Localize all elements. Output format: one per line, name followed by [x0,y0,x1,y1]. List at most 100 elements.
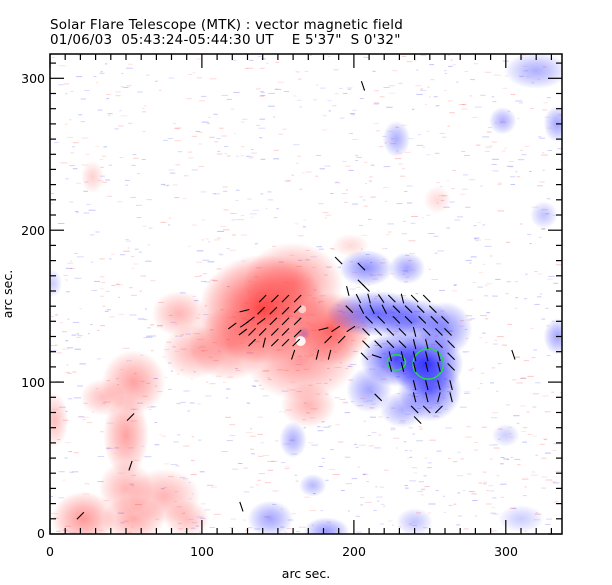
y-tick-label: 300 [21,71,45,86]
field-vector [334,256,343,265]
field-vector [374,340,383,349]
field-vector [270,328,279,336]
y-tick-label: 0 [37,526,45,541]
negative-polarity-region [379,391,426,428]
field-vector [377,294,385,304]
positive-polarity-region [81,161,104,193]
field-vector [425,351,429,362]
field-vector [425,392,429,403]
field-vector [404,305,413,314]
field-vector [386,340,395,349]
negative-polarity-region [279,421,307,458]
field-vector [355,293,362,304]
field-vector [422,328,431,336]
field-vector [281,294,290,303]
field-vector [410,405,419,414]
field-vector [290,349,296,360]
x-axis-title: arc sec. [282,566,330,581]
negative-polarity-regions [50,54,562,534]
field-vector [365,315,373,324]
field-vector [318,327,329,331]
positive-polarity-region [50,392,69,448]
negative-polarity-region [346,366,392,413]
field-vector [258,294,267,303]
negative-polarity-region [492,423,520,447]
field-vector [258,328,267,336]
field-vector [239,321,249,328]
field-vector [269,306,278,315]
y-axis-title: arc sec. [0,270,15,318]
field-vector [412,339,417,350]
negative-polarity-region [396,508,433,534]
field-vector [362,340,370,349]
field-vector [337,335,346,344]
negative-polarity-region [504,54,562,89]
field-vector [435,340,443,349]
field-vector [227,322,237,330]
field-vector [447,340,455,349]
negative-polarity-region [50,269,63,298]
field-vector [374,328,383,336]
field-vector [293,317,302,326]
negative-polarity-region [303,517,350,534]
x-tick-label: 300 [494,544,518,559]
field-vector [324,335,332,344]
field-vector [381,304,387,314]
observation-date: 01/06/03 [50,32,113,48]
field-vector [238,328,248,336]
field-vector [387,294,396,303]
field-vector [449,392,453,403]
field-vector [425,380,429,391]
region-gap [298,305,307,314]
field-vector [292,338,301,347]
field-vector [358,304,365,314]
field-vector [293,305,302,314]
x-tick-label: 200 [342,544,366,559]
field-vector [239,308,250,313]
field-vector [425,339,429,350]
field-vector [430,315,439,324]
field-vector [315,349,320,360]
field-vector [346,285,350,296]
negative-polarity-region [498,505,544,533]
field-vector [392,305,401,314]
field-vector [126,413,135,421]
field-vector [447,352,455,361]
field-vector [400,361,405,372]
position-ew: E 5'37" [291,32,342,48]
field-vector [239,501,244,512]
positive-polarity-region [103,394,149,477]
field-vector [413,416,422,424]
field-vector [435,328,443,336]
magnetogram-image [50,54,562,534]
field-vector [437,380,441,391]
field-vector [435,405,443,414]
vector-field-layer [76,81,516,520]
positive-polarity-region [162,324,227,380]
field-vector [281,306,290,315]
negative-polarity-region [543,105,562,143]
region-gap [295,336,306,347]
field-vector [449,380,453,391]
field-vector [257,306,266,315]
positive-polarity-region [423,186,452,214]
axis-labels: 0 100 200 300 0 100 200 300 arc sec. arc… [0,71,518,581]
field-vector [412,380,417,391]
field-vector [360,81,366,91]
x-tick-label: 0 [46,544,54,559]
position-ns: S 0'32" [350,32,401,48]
positive-polarity-region [163,500,210,534]
negative-polarity-region [247,500,294,534]
negative-polarity-region [388,252,426,285]
field-vector [327,349,332,360]
field-vector [270,338,279,347]
field-vector [281,328,290,336]
field-vector [447,363,455,371]
field-vector [360,352,369,361]
field-vector [293,294,302,303]
y-tick-label: 100 [21,375,45,390]
chart-subtitle: 01/06/03 05:43:24-05:44:30 UT E 5'37" S … [50,32,401,48]
y-tick-label: 200 [21,223,45,238]
axes [49,53,563,535]
